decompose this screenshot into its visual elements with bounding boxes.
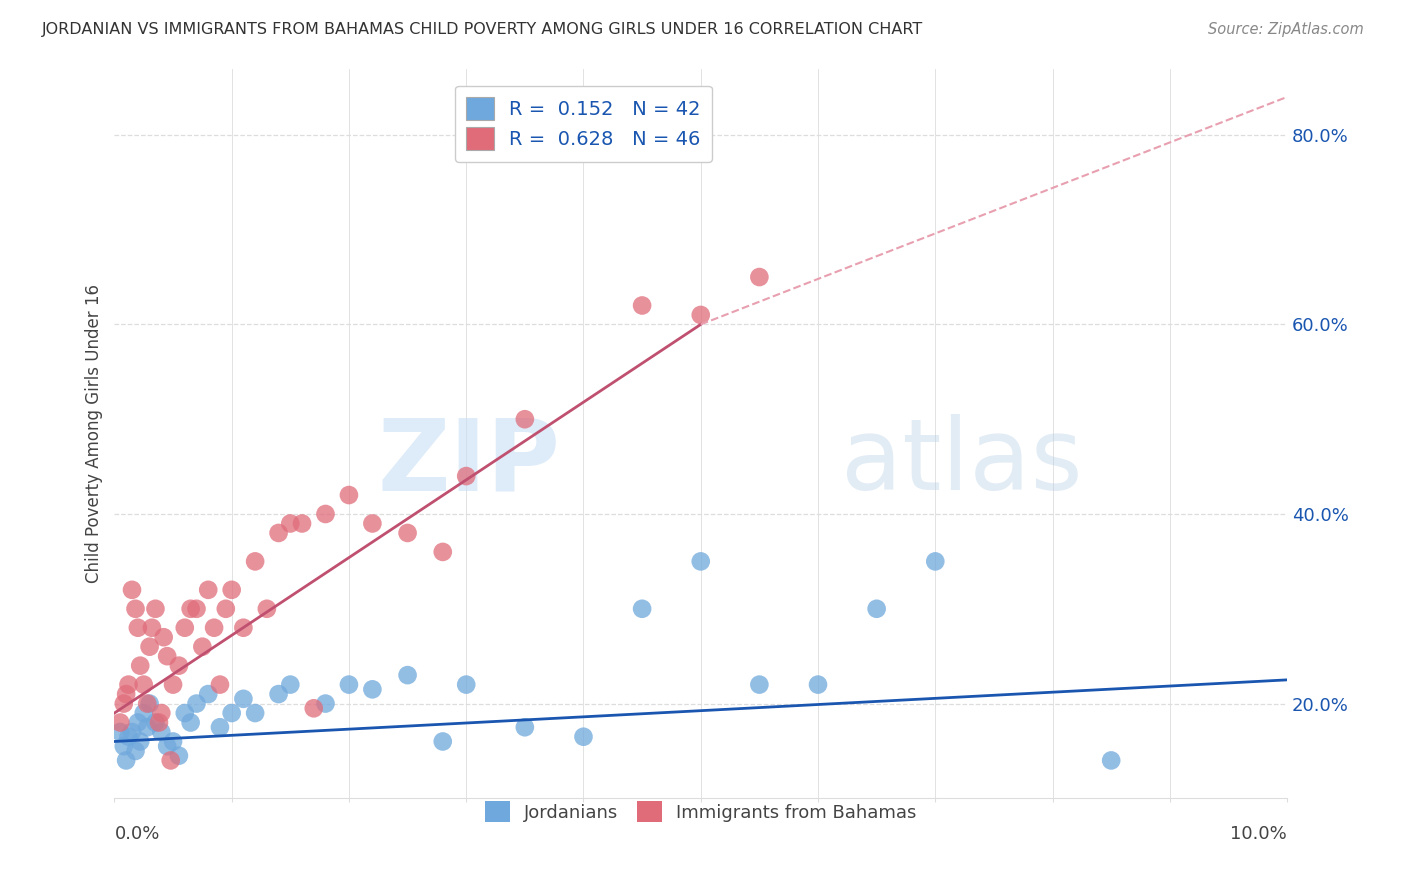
Point bbox=[748, 677, 770, 691]
Point bbox=[243, 706, 266, 720]
Point bbox=[167, 658, 190, 673]
Point bbox=[215, 601, 238, 615]
Point bbox=[141, 621, 163, 635]
Point bbox=[278, 677, 301, 691]
Text: ZIP: ZIP bbox=[377, 414, 560, 511]
Point bbox=[110, 725, 132, 739]
Point bbox=[162, 677, 184, 691]
Point bbox=[396, 525, 419, 540]
Point bbox=[167, 748, 190, 763]
Point bbox=[136, 697, 159, 711]
Point bbox=[112, 697, 135, 711]
Text: 0.0%: 0.0% bbox=[114, 825, 160, 843]
Point bbox=[124, 601, 146, 615]
Point bbox=[232, 621, 254, 635]
Point bbox=[110, 715, 132, 730]
Point bbox=[208, 677, 231, 691]
Point bbox=[138, 640, 160, 654]
Point bbox=[572, 730, 595, 744]
Point bbox=[361, 516, 384, 531]
Point bbox=[361, 682, 384, 697]
Point bbox=[337, 677, 360, 691]
Point bbox=[115, 687, 138, 701]
Point bbox=[202, 621, 225, 635]
Point bbox=[396, 668, 419, 682]
Point bbox=[150, 706, 173, 720]
Point bbox=[689, 554, 711, 568]
Point bbox=[117, 730, 139, 744]
Point bbox=[456, 677, 478, 691]
Point bbox=[302, 701, 325, 715]
Point bbox=[243, 554, 266, 568]
Point bbox=[127, 715, 149, 730]
Point bbox=[121, 582, 143, 597]
Point bbox=[291, 516, 314, 531]
Point bbox=[256, 601, 278, 615]
Point bbox=[180, 715, 202, 730]
Point bbox=[1182, 810, 1205, 824]
Point bbox=[432, 545, 454, 559]
Point bbox=[124, 744, 146, 758]
Point bbox=[150, 725, 173, 739]
Point bbox=[456, 469, 478, 483]
Point bbox=[337, 488, 360, 502]
Point bbox=[156, 739, 179, 754]
Point bbox=[689, 308, 711, 322]
Point bbox=[267, 687, 290, 701]
Point bbox=[315, 507, 337, 521]
Point bbox=[748, 270, 770, 285]
Point bbox=[924, 554, 946, 568]
Point bbox=[221, 706, 243, 720]
Point bbox=[121, 725, 143, 739]
Point bbox=[197, 687, 219, 701]
Point bbox=[186, 601, 208, 615]
Point bbox=[208, 720, 231, 734]
Point bbox=[221, 582, 243, 597]
Point bbox=[162, 734, 184, 748]
Point bbox=[132, 706, 155, 720]
Point bbox=[112, 739, 135, 754]
Point bbox=[180, 601, 202, 615]
Point bbox=[136, 720, 159, 734]
Point bbox=[138, 697, 160, 711]
Point bbox=[232, 691, 254, 706]
Text: 10.0%: 10.0% bbox=[1230, 825, 1286, 843]
Y-axis label: Child Poverty Among Girls Under 16: Child Poverty Among Girls Under 16 bbox=[86, 284, 103, 583]
Point bbox=[866, 601, 889, 615]
Point bbox=[807, 677, 830, 691]
Point bbox=[117, 677, 139, 691]
Point bbox=[186, 697, 208, 711]
Point bbox=[156, 649, 179, 664]
Point bbox=[191, 640, 214, 654]
Point bbox=[152, 630, 174, 644]
Point bbox=[115, 754, 138, 768]
Point bbox=[631, 601, 654, 615]
Point bbox=[145, 601, 167, 615]
Point bbox=[129, 734, 152, 748]
Point bbox=[159, 754, 181, 768]
Point bbox=[145, 715, 167, 730]
Point bbox=[148, 715, 170, 730]
Point bbox=[1099, 754, 1122, 768]
Point bbox=[173, 621, 195, 635]
Point bbox=[315, 697, 337, 711]
Legend: Jordanians, Immigrants from Bahamas: Jordanians, Immigrants from Bahamas bbox=[478, 794, 924, 830]
Point bbox=[631, 298, 654, 312]
Point bbox=[432, 734, 454, 748]
Point bbox=[127, 621, 149, 635]
Point bbox=[267, 525, 290, 540]
Point bbox=[129, 658, 152, 673]
Text: Source: ZipAtlas.com: Source: ZipAtlas.com bbox=[1208, 22, 1364, 37]
Point bbox=[513, 412, 536, 426]
Text: atlas: atlas bbox=[841, 414, 1083, 511]
Point bbox=[132, 677, 155, 691]
Point bbox=[197, 582, 219, 597]
Point bbox=[173, 706, 195, 720]
Text: JORDANIAN VS IMMIGRANTS FROM BAHAMAS CHILD POVERTY AMONG GIRLS UNDER 16 CORRELAT: JORDANIAN VS IMMIGRANTS FROM BAHAMAS CHI… bbox=[42, 22, 924, 37]
Point bbox=[513, 720, 536, 734]
Point bbox=[278, 516, 301, 531]
